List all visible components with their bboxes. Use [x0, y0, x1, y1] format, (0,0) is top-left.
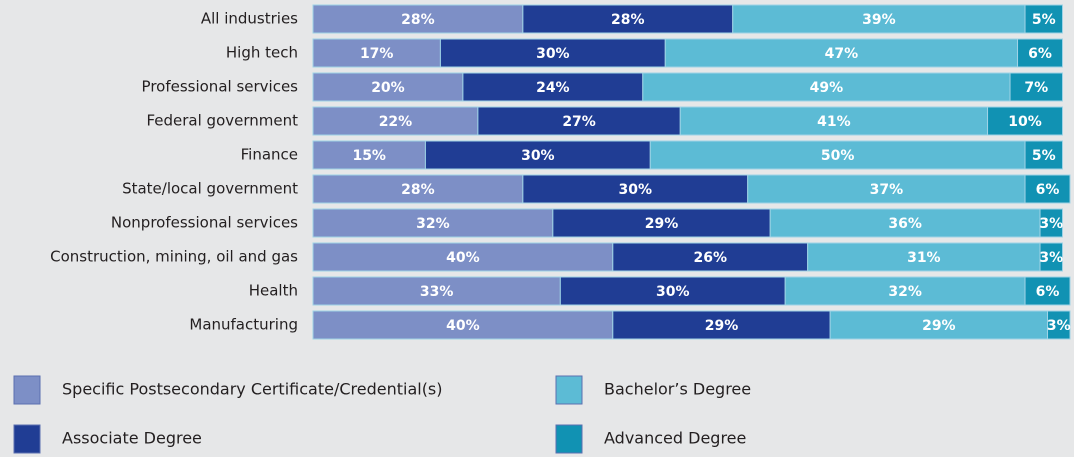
- data-label: 27%: [562, 114, 596, 130]
- category-label: High tech: [226, 44, 298, 62]
- legend-swatch: [13, 424, 41, 454]
- bar-segment: [1024, 276, 1071, 306]
- category-label: Federal government: [146, 112, 298, 130]
- data-label: 32%: [888, 284, 922, 300]
- data-label: 6%: [1028, 46, 1052, 62]
- bar-segment: [1024, 174, 1071, 204]
- bar-segment: [522, 4, 734, 34]
- bar-segment: [312, 72, 464, 102]
- bar-segment: [987, 106, 1064, 136]
- data-label: 30%: [656, 284, 690, 300]
- data-label: 17%: [360, 46, 394, 62]
- bar-segment: [784, 276, 1026, 306]
- bar-segment: [1017, 38, 1064, 68]
- bar-segment: [747, 174, 1026, 204]
- bar-segment: [612, 310, 831, 340]
- data-label: 32%: [416, 216, 450, 232]
- category-label: Health: [249, 282, 298, 300]
- legend-label: Advanced Degree: [604, 429, 746, 448]
- data-label: 30%: [536, 46, 570, 62]
- data-label: 41%: [817, 114, 851, 130]
- bar-segment: [312, 38, 441, 68]
- data-label: 39%: [862, 12, 896, 28]
- category-label: Finance: [241, 146, 298, 164]
- data-label: 15%: [352, 148, 386, 164]
- bar-segment: [769, 208, 1041, 238]
- bar-segment: [1039, 242, 1064, 272]
- bar-segment: [649, 140, 1026, 170]
- bar-segment: [807, 242, 1041, 272]
- bar-segment: [312, 4, 524, 34]
- data-label: 26%: [693, 250, 727, 266]
- bar-segment: [732, 4, 1026, 34]
- data-label: 30%: [619, 182, 653, 198]
- category-label: Nonprofessional services: [111, 214, 298, 232]
- legend-swatch: [555, 375, 583, 405]
- data-label: 36%: [888, 216, 922, 232]
- bar-segment: [829, 310, 1049, 340]
- legend-swatch: [13, 375, 41, 405]
- data-label: 28%: [611, 12, 645, 28]
- data-label: 5%: [1032, 148, 1056, 164]
- bar-segment: [1039, 208, 1064, 238]
- bar-segment: [312, 106, 479, 136]
- data-label: 33%: [420, 284, 454, 300]
- data-label: 40%: [446, 318, 480, 334]
- bar-segment: [522, 174, 749, 204]
- bar-segment: [312, 208, 554, 238]
- data-label: 47%: [825, 46, 859, 62]
- data-label: 49%: [810, 80, 844, 96]
- data-label: 37%: [870, 182, 904, 198]
- data-label: 29%: [922, 318, 956, 334]
- bar-segment: [477, 106, 681, 136]
- data-label: 7%: [1024, 80, 1048, 96]
- data-label: 50%: [821, 148, 855, 164]
- bar-segment: [462, 72, 644, 102]
- data-label: 28%: [401, 12, 435, 28]
- data-label: 24%: [536, 80, 570, 96]
- data-label: 31%: [907, 250, 941, 266]
- bar-segment: [312, 310, 614, 340]
- data-label: 10%: [1008, 114, 1042, 130]
- category-label: Construction, mining, oil and gas: [50, 248, 298, 266]
- bar-segment: [1024, 140, 1064, 170]
- bar-segment: [439, 38, 666, 68]
- bar-segment: [1024, 4, 1064, 34]
- data-label: 3%: [1039, 216, 1063, 232]
- data-label: 30%: [521, 148, 555, 164]
- bar-segment: [312, 140, 426, 170]
- bar-segment: [312, 276, 561, 306]
- data-label: 22%: [379, 114, 413, 130]
- legend-label: Specific Postsecondary Certificate/Crede…: [62, 380, 443, 399]
- category-label: Manufacturing: [189, 316, 298, 334]
- data-label: 6%: [1036, 284, 1060, 300]
- bar-segment: [312, 174, 524, 204]
- data-label: 6%: [1036, 182, 1060, 198]
- legend-label: Associate Degree: [62, 429, 202, 448]
- data-label: 5%: [1032, 12, 1056, 28]
- bar-segment: [424, 140, 651, 170]
- legend-swatch: [555, 424, 583, 454]
- data-label: 3%: [1047, 318, 1071, 334]
- data-label: 40%: [446, 250, 480, 266]
- data-label: 29%: [645, 216, 679, 232]
- data-label: 3%: [1039, 250, 1063, 266]
- bar-segment: [559, 276, 786, 306]
- category-label: All industries: [201, 10, 298, 28]
- data-label: 29%: [705, 318, 739, 334]
- category-label: Professional services: [142, 78, 299, 96]
- data-label: 20%: [371, 80, 405, 96]
- bar-segment: [1047, 310, 1071, 340]
- bar-segment: [664, 38, 1019, 68]
- bar-segment: [612, 242, 809, 272]
- category-label: State/local government: [122, 180, 298, 198]
- legend-label: Bachelor’s Degree: [604, 380, 751, 399]
- data-label: 28%: [401, 182, 435, 198]
- bar-segment: [1009, 72, 1064, 102]
